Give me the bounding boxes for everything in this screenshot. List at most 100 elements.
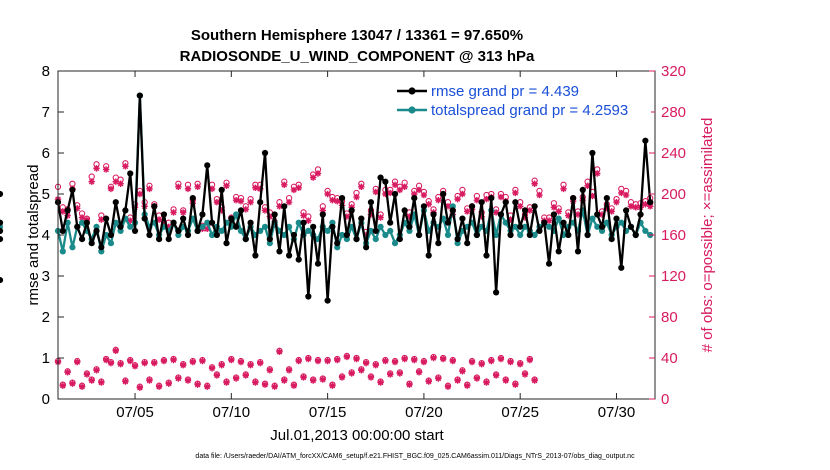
rmse-point bbox=[314, 260, 322, 267]
obs-assimilated-point bbox=[401, 183, 408, 191]
rmse-point bbox=[64, 207, 71, 214]
rmse-point bbox=[117, 223, 124, 230]
obs-assimilated-point bbox=[565, 212, 572, 219]
data-file-footer: data file: /Users/raeder/DAI/ATM_forcXX/… bbox=[195, 453, 635, 460]
legend-rmse-label: rmse grand pr = 4.439 bbox=[431, 83, 579, 100]
rmse-point bbox=[170, 219, 177, 226]
obs-assimilated-point bbox=[435, 375, 442, 382]
rmse-point bbox=[261, 149, 269, 157]
obs-assimilated-point bbox=[473, 375, 481, 382]
rmse-point bbox=[59, 227, 66, 234]
obs-assimilated-point bbox=[396, 370, 404, 377]
obs-assimilated-point bbox=[151, 359, 158, 367]
obs-assimilated-point bbox=[232, 375, 240, 382]
obs-assimilated-point bbox=[179, 209, 187, 216]
totalspread-point bbox=[218, 227, 225, 234]
rmse-point bbox=[223, 240, 230, 247]
rmse-point bbox=[483, 252, 490, 259]
rmse-point bbox=[213, 231, 220, 239]
x-tick-label: 07/05 bbox=[116, 404, 154, 421]
obs-assimilated-point bbox=[545, 217, 553, 224]
rmse-point bbox=[160, 211, 168, 218]
rmse-point bbox=[233, 223, 240, 230]
rmse-point bbox=[406, 223, 413, 230]
rmse-point bbox=[435, 240, 442, 247]
totalspread-point bbox=[502, 219, 509, 226]
rmse-point bbox=[598, 223, 606, 230]
rmse-point bbox=[257, 199, 264, 206]
obs-assimilated-point bbox=[516, 203, 524, 210]
obs-assimilated-point bbox=[560, 185, 567, 193]
y-axis-label-right: # of obs: o=possible; ×=assimilated bbox=[699, 118, 716, 353]
obs-assimilated-point bbox=[170, 356, 177, 364]
x-axis: 07/05 07/10 07/15 07/20 07/25 07/30 bbox=[116, 71, 635, 421]
rmse-point bbox=[584, 231, 591, 239]
rmse-point bbox=[623, 207, 630, 214]
right-y-tick-label: 80 bbox=[661, 309, 678, 326]
obs-assimilated-point bbox=[521, 371, 529, 378]
obs-assimilated-point bbox=[526, 207, 534, 214]
obs-assimilated-point bbox=[74, 358, 81, 366]
obs-assimilated-point bbox=[387, 371, 394, 378]
obs-possible-point bbox=[69, 180, 76, 187]
obs-assimilated-point bbox=[444, 203, 452, 210]
obs-assimilated-point bbox=[242, 372, 249, 379]
rmse-point bbox=[69, 186, 76, 193]
rmse-point bbox=[208, 219, 216, 226]
obs-assimilated-point bbox=[295, 184, 302, 192]
obs-assimilated-point bbox=[146, 185, 153, 193]
obs-assimilated-point bbox=[439, 355, 447, 363]
rmse-point bbox=[594, 211, 601, 218]
obs-assimilated-point bbox=[459, 368, 466, 375]
totalspread-point bbox=[305, 227, 312, 234]
rmse-point bbox=[281, 203, 288, 210]
obs-assimilated-point bbox=[492, 372, 500, 379]
totalspread-point bbox=[107, 240, 115, 247]
chart-title-line2: RADIOSONDE_U_WIND_COMPONENT @ 313 hPa bbox=[180, 48, 535, 65]
obs-assimilated-point bbox=[449, 357, 456, 365]
rmse-point bbox=[415, 231, 423, 239]
obs-assimilated-point bbox=[266, 367, 274, 374]
rmse-point bbox=[338, 195, 346, 202]
obs-assimilated-point bbox=[488, 357, 495, 365]
totalspread-point bbox=[59, 248, 66, 255]
obs-assimilated-point bbox=[382, 190, 389, 198]
rmse-point bbox=[319, 211, 326, 218]
obs-assimilated-point bbox=[252, 379, 259, 386]
rmse-point bbox=[358, 215, 365, 222]
obs-assimilated-point bbox=[627, 203, 635, 210]
obs-assimilated-point bbox=[69, 380, 76, 387]
legend-rmse-marker bbox=[408, 87, 416, 95]
totalspread-point bbox=[512, 223, 519, 230]
rmse-point bbox=[363, 244, 370, 251]
obs-assimilated-point bbox=[257, 359, 264, 367]
rmse-point bbox=[411, 195, 418, 202]
obs-assimilated-point bbox=[136, 384, 144, 391]
obs-assimilated-point bbox=[281, 377, 288, 384]
rmse-point bbox=[473, 231, 480, 239]
obs-assimilated-point bbox=[127, 357, 134, 365]
obs-assimilated-point bbox=[252, 184, 259, 192]
rmse-point bbox=[242, 236, 249, 243]
legend: rmse grand pr = 4.439 totalspread grand … bbox=[393, 80, 651, 122]
rmse-point bbox=[382, 178, 389, 185]
obs-assimilated-point bbox=[396, 186, 404, 194]
rmse-point bbox=[512, 199, 519, 206]
obs-assimilated-point bbox=[117, 180, 124, 187]
totalspread-point bbox=[69, 244, 76, 251]
right-y-tick-label: 40 bbox=[661, 350, 678, 367]
totalspread-point bbox=[555, 215, 562, 222]
rmse-point bbox=[0, 219, 4, 226]
x-tick-label: 07/10 bbox=[213, 404, 251, 421]
obs-assimilated-point bbox=[329, 382, 336, 389]
totalspread-point bbox=[531, 231, 538, 239]
obs-assimilated-point bbox=[74, 205, 81, 212]
obs-assimilated-point bbox=[502, 377, 509, 384]
rmse-point bbox=[541, 219, 548, 226]
obs-assimilated-point bbox=[184, 377, 192, 384]
rmse-point bbox=[271, 211, 278, 218]
obs-assimilated-point bbox=[276, 203, 283, 210]
rmse-point bbox=[545, 260, 553, 267]
obs-assimilated-point bbox=[353, 355, 360, 363]
obs-assimilated-point bbox=[242, 206, 249, 213]
